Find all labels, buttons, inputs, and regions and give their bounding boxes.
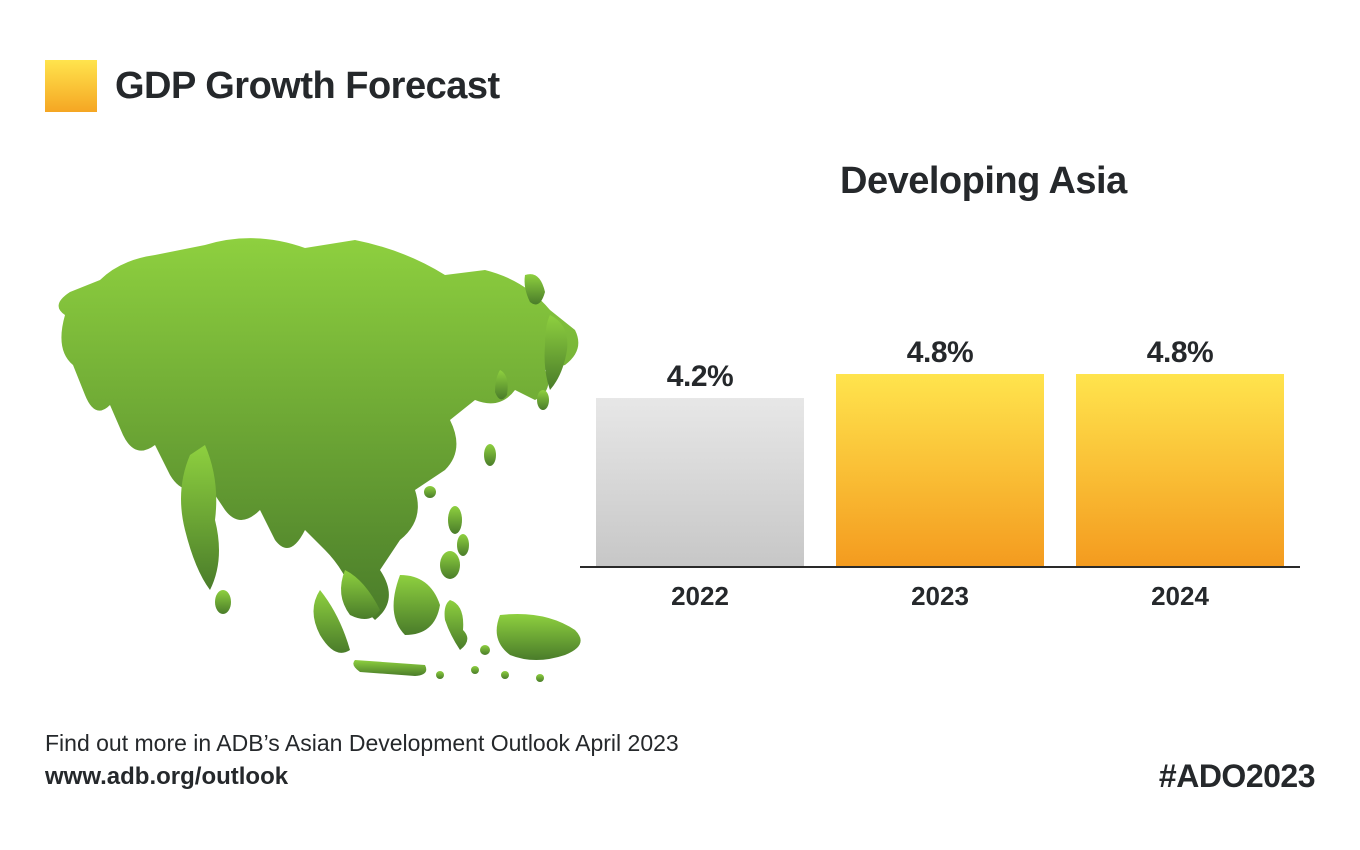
bar-value-label: 4.8%	[907, 336, 973, 370]
footer-link: www.adb.org/outlook	[45, 760, 679, 795]
header: GDP Growth Forecast	[45, 60, 500, 112]
region-subtitle: Developing Asia	[840, 160, 1127, 203]
year-labels: 2022 2023 2024	[580, 581, 1300, 612]
asia-map-icon	[45, 220, 595, 690]
year-label: 2022	[595, 581, 805, 612]
bar-value-label: 4.2%	[667, 360, 733, 394]
gdp-bar-chart: 4.2% 4.8% 4.8% 2022 2023 2024	[580, 250, 1310, 620]
bar-group-2023: 4.8%	[835, 336, 1045, 566]
footer-note: Find out more in ADB’s Asian Development…	[45, 727, 679, 760]
bar-2022	[596, 398, 804, 566]
year-label: 2024	[1075, 581, 1285, 612]
bars-container: 4.2% 4.8% 4.8%	[580, 250, 1300, 566]
bar-group-2024: 4.8%	[1075, 336, 1285, 566]
legend-swatch-icon	[45, 60, 97, 112]
footer: Find out more in ADB’s Asian Development…	[45, 727, 1315, 795]
footer-left: Find out more in ADB’s Asian Development…	[45, 727, 679, 795]
bar-group-2022: 4.2%	[595, 360, 805, 566]
year-label: 2023	[835, 581, 1045, 612]
bar-value-label: 4.8%	[1147, 336, 1213, 370]
footer-hashtag: #ADO2023	[1159, 758, 1315, 795]
page-title: GDP Growth Forecast	[115, 65, 500, 108]
bar-2024	[1076, 374, 1284, 566]
bar-2023	[836, 374, 1044, 566]
x-axis-line	[580, 566, 1300, 568]
